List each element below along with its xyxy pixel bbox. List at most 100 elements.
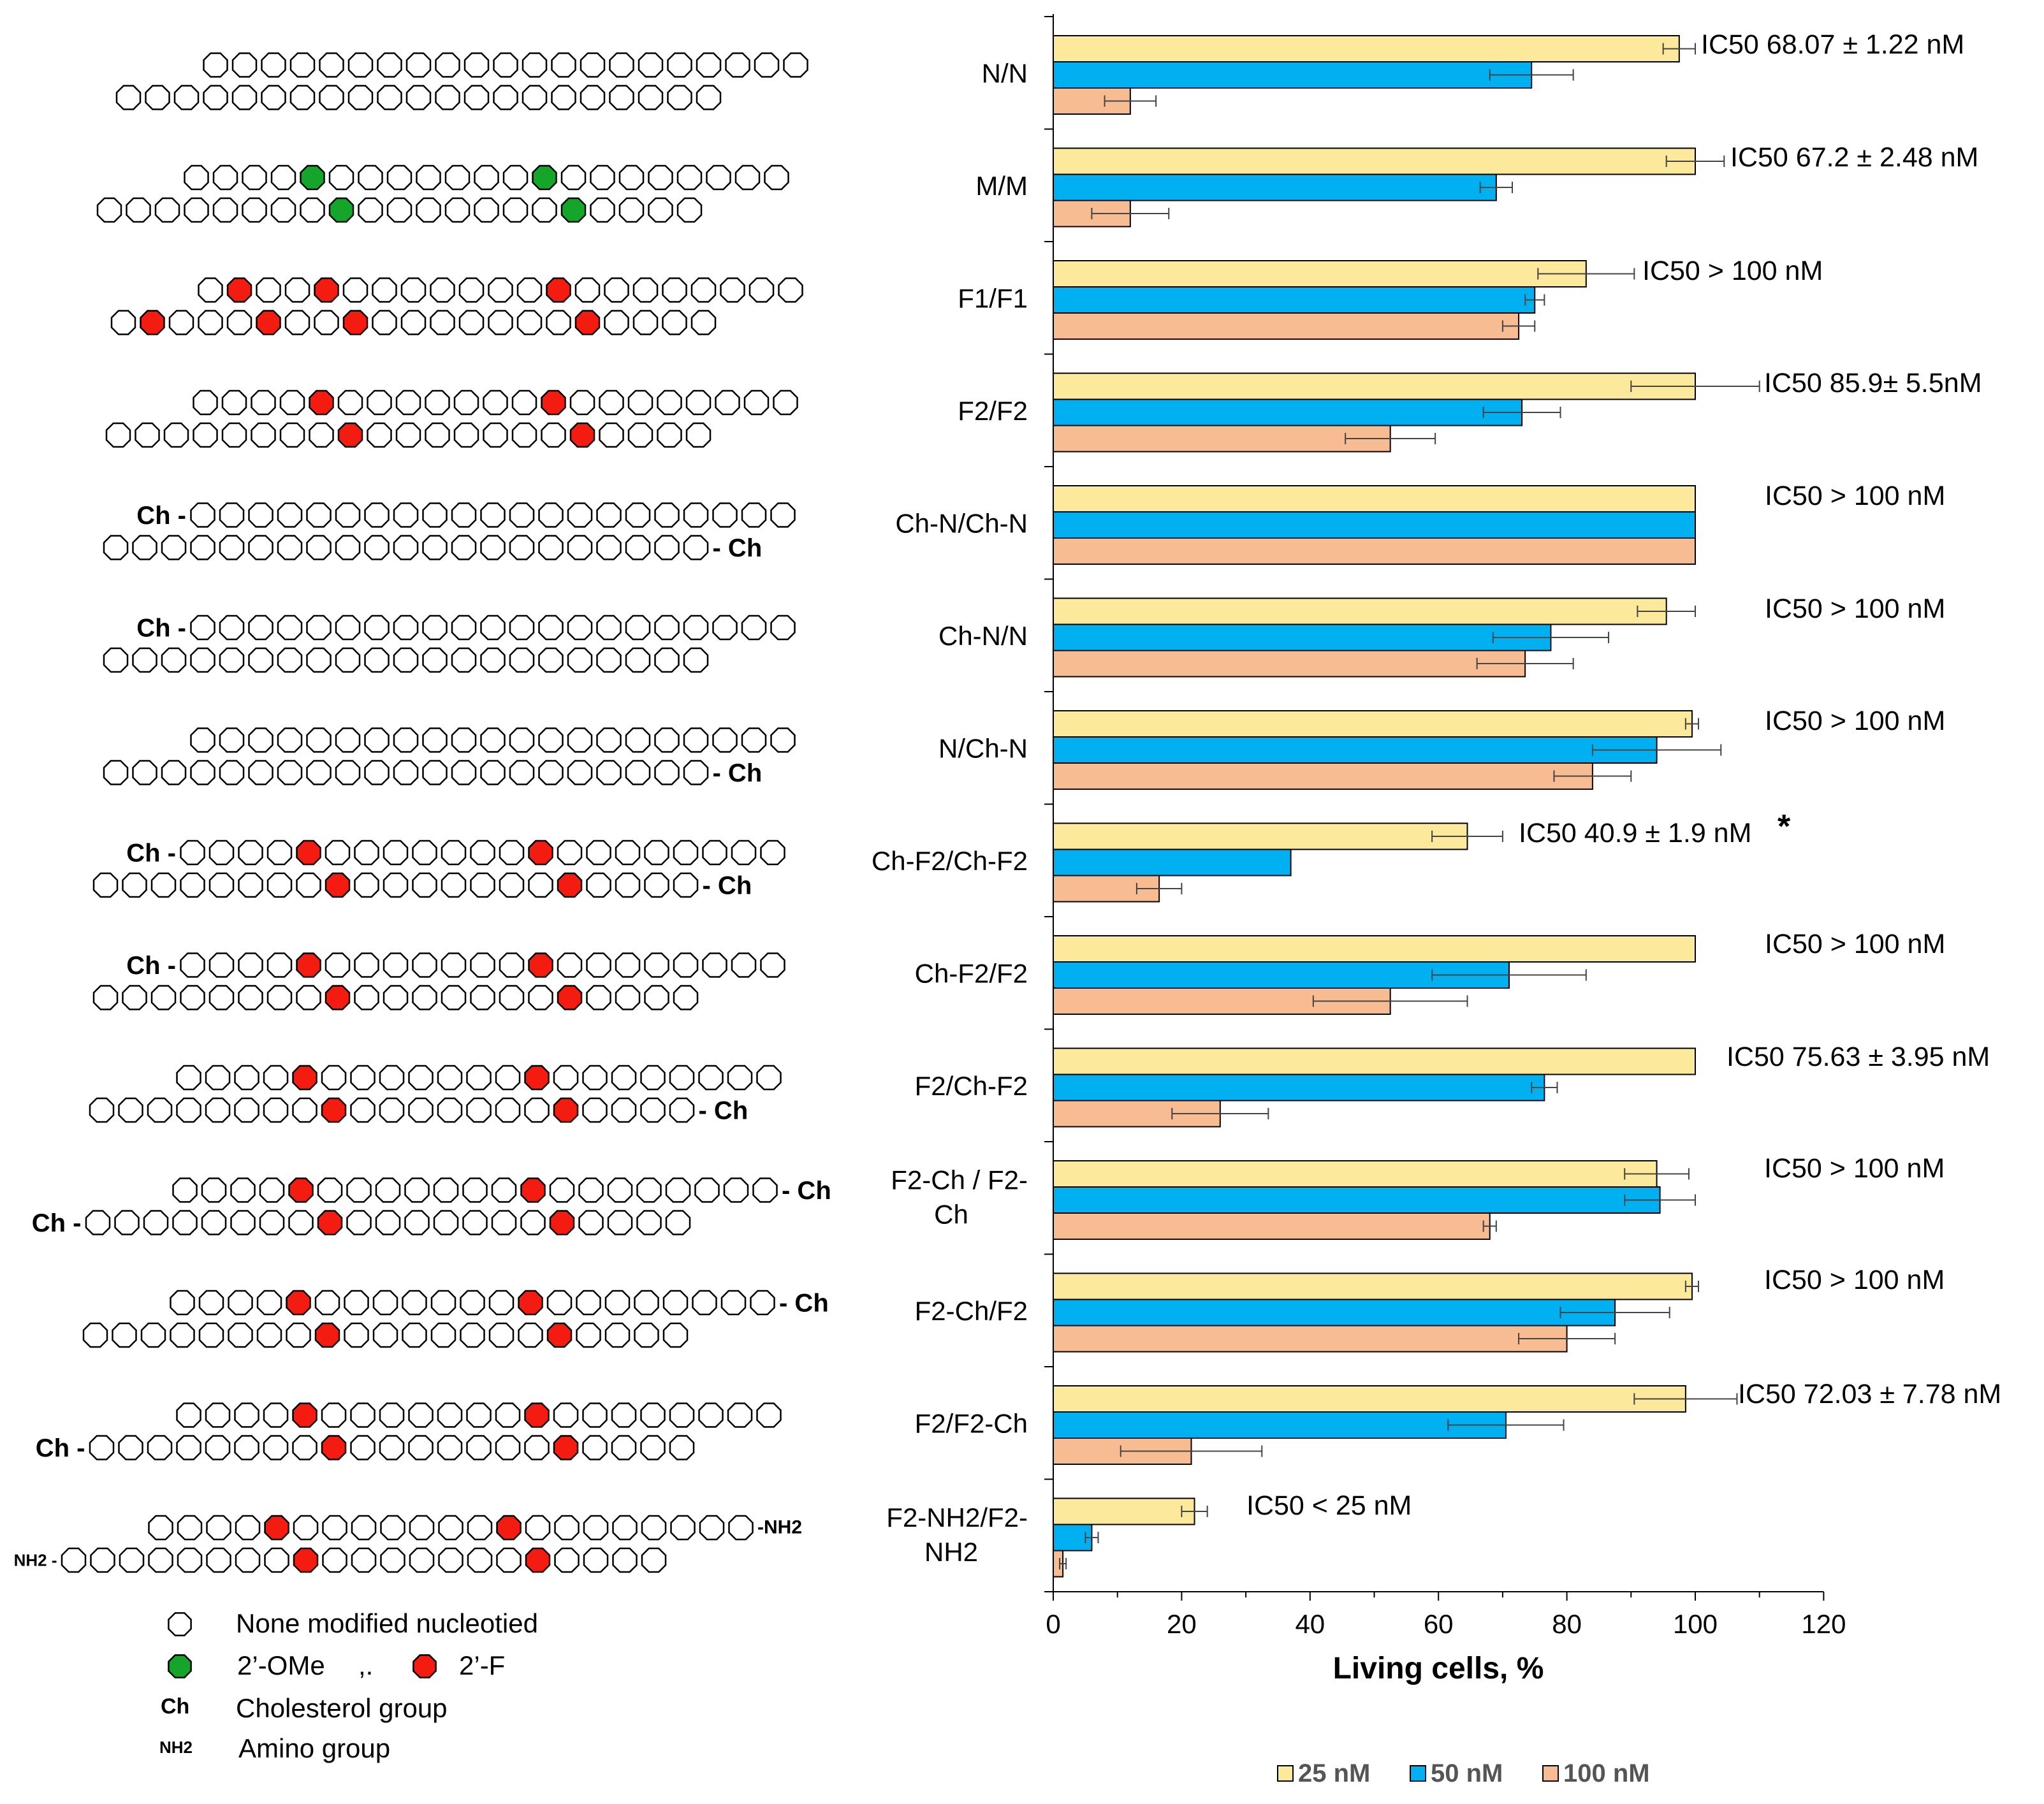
- unmodified-nucleotide-icon: [263, 1435, 289, 1460]
- unmodified-nucleotide-icon: [422, 615, 448, 641]
- unmodified-nucleotide-icon: [242, 164, 267, 191]
- unmodified-nucleotide-icon: [460, 1322, 485, 1348]
- unmodified-nucleotide-icon: [277, 727, 303, 753]
- unmodified-nucleotide-icon: [198, 1322, 224, 1348]
- bar-group: [1053, 822, 1503, 903]
- unmodified-nucleotide-icon: [325, 952, 351, 978]
- unmodified-nucleotide-icon: [110, 310, 136, 335]
- unmodified-nucleotide-icon: [412, 985, 437, 1010]
- unmodified-nucleotide-icon: [364, 502, 390, 528]
- significance-marker: *: [1778, 808, 1791, 845]
- bar: [1053, 312, 1520, 340]
- unmodified-nucleotide-icon: [430, 1290, 456, 1316]
- unmodified-nucleotide-icon: [683, 615, 709, 641]
- unmodified-nucleotide-icon: [230, 1210, 256, 1235]
- unmodified-nucleotide-icon: [277, 760, 303, 785]
- unmodified-nucleotide-icon: [462, 1177, 488, 1203]
- strand-left-modifier: Ch -: [126, 952, 176, 980]
- unmodified-nucleotide-icon: [458, 310, 485, 335]
- unmodified-nucleotide-icon: [172, 1177, 198, 1203]
- unmodified-nucleotide-icon: [393, 647, 419, 673]
- unmodified-nucleotide-icon: [435, 52, 460, 78]
- unmodified-nucleotide-icon: [627, 422, 653, 448]
- unmodified-nucleotide-icon: [636, 1210, 662, 1235]
- unmodified-nucleotide-icon: [609, 85, 634, 110]
- unmodified-nucleotide-icon: [351, 1547, 377, 1573]
- legend-label: 25 nM: [1298, 1759, 1370, 1787]
- unmodified-nucleotide-icon: [444, 164, 471, 191]
- unmodified-nucleotide-icon: [335, 615, 361, 641]
- fluoro-nucleotide-icon: [292, 1402, 318, 1428]
- unmodified-nucleotide-icon: [90, 1547, 115, 1573]
- legend-swatch: [1410, 1765, 1426, 1782]
- category-label: Ch-F2/Ch-F2: [872, 846, 1028, 876]
- fluoro-nucleotide-icon: [525, 1547, 551, 1573]
- unmodified-nucleotide-icon: [416, 197, 441, 223]
- unmodified-nucleotide-icon: [264, 1547, 289, 1573]
- bar: [1053, 425, 1391, 453]
- unmodified-nucleotide-icon: [551, 85, 576, 110]
- unmodified-nucleotide-icon: [364, 647, 390, 673]
- unmodified-nucleotide-icon: [458, 277, 485, 303]
- unmodified-nucleotide-icon: [618, 164, 645, 191]
- unmodified-nucleotide-icon: [615, 952, 641, 978]
- unmodified-nucleotide-icon: [364, 727, 390, 753]
- unmodified-nucleotide-icon: [437, 1065, 463, 1091]
- unmodified-nucleotide-icon: [393, 502, 419, 528]
- unmodified-nucleotide-icon: [644, 872, 669, 898]
- legend-unmodified-icon: [168, 1612, 192, 1636]
- unmodified-nucleotide-icon: [228, 1322, 253, 1348]
- bar-group: [1053, 260, 1635, 340]
- unmodified-nucleotide-icon: [317, 1177, 343, 1203]
- bar: [1053, 260, 1587, 287]
- unmodified-nucleotide-icon: [150, 985, 177, 1010]
- fluoro-nucleotide-icon: [574, 310, 601, 335]
- fluoro-nucleotide-icon: [524, 1065, 550, 1091]
- duplex-scheme: [96, 164, 789, 223]
- unmodified-nucleotide-icon: [612, 1515, 638, 1541]
- unmodified-nucleotide-icon: [488, 277, 513, 303]
- unmodified-nucleotide-icon: [731, 840, 757, 866]
- unmodified-nucleotide-icon: [441, 872, 467, 898]
- unmodified-nucleotide-icon: [538, 727, 564, 753]
- ome-nucleotide-icon: [300, 164, 325, 191]
- unmodified-nucleotide-icon: [644, 985, 669, 1010]
- unmodified-nucleotide-icon: [553, 1065, 579, 1091]
- unmodified-nucleotide-icon: [277, 502, 303, 528]
- duplex-scheme: [105, 389, 798, 448]
- unmodified-nucleotide-icon: [640, 1435, 666, 1460]
- bar-group: [1053, 710, 1722, 790]
- fluoro-nucleotide-icon: [293, 1547, 319, 1573]
- unmodified-nucleotide-icon: [648, 197, 673, 223]
- unmodified-nucleotide-icon: [263, 1402, 289, 1428]
- fluoro-nucleotide-icon: [256, 310, 281, 335]
- unmodified-nucleotide-icon: [522, 85, 548, 110]
- unmodified-nucleotide-icon: [335, 760, 361, 785]
- unmodified-nucleotide-icon: [266, 872, 293, 898]
- unmodified-nucleotide-icon: [408, 1097, 434, 1123]
- unmodified-nucleotide-icon: [567, 727, 593, 753]
- unmodified-nucleotide-icon: [176, 1402, 201, 1428]
- unmodified-nucleotide-icon: [728, 1515, 754, 1541]
- unmodified-nucleotide-icon: [654, 615, 680, 641]
- unmodified-nucleotide-icon: [625, 647, 651, 673]
- unmodified-nucleotide-icon: [177, 1515, 203, 1541]
- unmodified-nucleotide-icon: [367, 422, 392, 448]
- unmodified-nucleotide-icon: [201, 1177, 227, 1203]
- unmodified-nucleotide-icon: [300, 197, 325, 223]
- unmodified-nucleotide-icon: [596, 727, 622, 753]
- unmodified-nucleotide-icon: [727, 1065, 753, 1091]
- fluoro-nucleotide-icon: [518, 1290, 543, 1316]
- unmodified-nucleotide-icon: [375, 1210, 401, 1235]
- unmodified-nucleotide-icon: [538, 760, 564, 785]
- unmodified-nucleotide-icon: [673, 985, 699, 1010]
- unmodified-nucleotide-icon: [132, 535, 157, 560]
- unmodified-nucleotide-icon: [234, 1435, 259, 1460]
- unmodified-nucleotide-icon: [509, 502, 535, 528]
- unmodified-nucleotide-icon: [400, 277, 427, 303]
- unmodified-nucleotide-icon: [690, 310, 717, 335]
- unmodified-nucleotide-icon: [748, 277, 775, 303]
- legend-ch-symbol: Ch: [161, 1694, 189, 1719]
- unmodified-nucleotide-icon: [322, 1547, 347, 1573]
- unmodified-nucleotide-icon: [193, 422, 218, 448]
